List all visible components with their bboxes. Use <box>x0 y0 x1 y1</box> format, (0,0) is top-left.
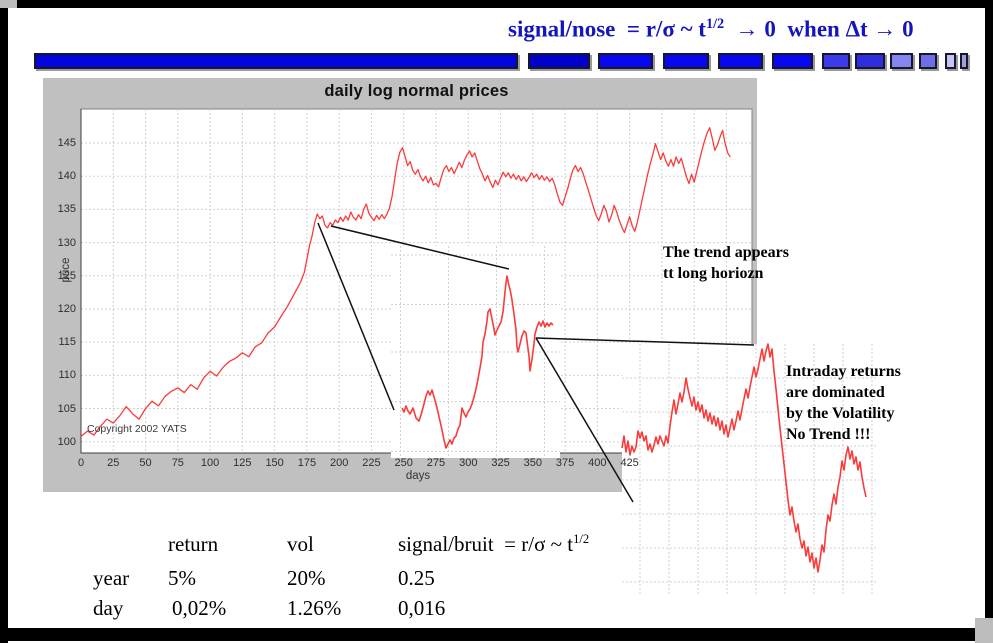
x-tick-label: 250 <box>394 457 413 469</box>
divider-bar <box>528 53 590 69</box>
x-tick-label: 325 <box>491 457 510 469</box>
x-tick-label: 425 <box>620 457 639 469</box>
y-tick-label: 125 <box>57 269 76 282</box>
divider-bar <box>822 53 850 69</box>
table-cell-vol: 1.26% <box>287 596 342 620</box>
y-tick-label: 110 <box>58 369 76 382</box>
frame-corner-topleft <box>0 0 17 8</box>
zoom-callout-line <box>535 337 634 503</box>
inset-medium-series <box>401 275 554 449</box>
y-tick-label: 105 <box>57 402 76 415</box>
x-tick-label: 125 <box>233 457 252 469</box>
frame-top <box>17 0 993 8</box>
table-header-return: return <box>168 532 219 556</box>
divider-bar <box>663 53 709 69</box>
zoom-callout-line <box>535 337 755 346</box>
main-price-series <box>80 127 731 437</box>
x-tick-label: 275 <box>426 457 446 469</box>
x-tick-label: 200 <box>329 457 349 469</box>
x-tick-label: 0 <box>77 457 85 469</box>
x-tick-label: 225 <box>362 457 381 469</box>
table-header-snr: signal/bruit = r/σ ~ t1/2 <box>398 532 589 557</box>
divider-bar <box>855 53 885 69</box>
divider-bar <box>34 53 518 69</box>
x-tick-label: 300 <box>459 457 478 469</box>
table-cell-snr: 0.25 <box>398 566 435 590</box>
y-tick-label: 100 <box>57 435 76 448</box>
zoom-callout-line <box>317 222 395 411</box>
divider-bar <box>598 53 653 69</box>
y-tick-label: 145 <box>57 136 76 149</box>
table-cell-return: 0,02% <box>172 596 227 620</box>
table-header-vol: vol <box>287 532 314 556</box>
frame-bottom <box>8 628 975 641</box>
y-tick-label: 140 <box>57 170 76 183</box>
y-tick-label: 130 <box>57 236 76 249</box>
x-tick-label: 100 <box>200 457 220 469</box>
x-tick-label: 75 <box>171 457 184 469</box>
y-tick-label: 135 <box>57 203 76 216</box>
x-tick-label: 350 <box>523 457 542 469</box>
x-tick-label: 50 <box>139 457 152 469</box>
x-axis-label: days <box>405 470 431 482</box>
divider-bar <box>772 53 813 69</box>
table-cell-snr: 0,016 <box>398 596 446 620</box>
divider-bar <box>718 53 763 69</box>
zoom-callout-line <box>330 225 510 270</box>
divider-bar <box>945 53 956 69</box>
table-row-label: day <box>93 596 124 620</box>
table-header-snr-sup: 1/2 <box>573 532 590 546</box>
divider-bar <box>890 53 913 69</box>
x-tick-label: 400 <box>588 457 607 469</box>
inset-intraday-series <box>621 343 867 573</box>
frame-right <box>985 8 993 618</box>
table-cell-return: 5% <box>168 566 196 590</box>
frame-corner-bottomright <box>975 618 993 643</box>
copyright-text: Copyright 2002 YATS <box>87 423 187 435</box>
slide-title-formula: signal/nose = r/σ ~ t1/2 → 0 when Δt → 0 <box>508 16 978 43</box>
x-tick-label: 375 <box>555 457 575 469</box>
annotation-trend: The trend appears tt long horiozn <box>663 244 789 282</box>
formula-part2: → 0 when Δt → 0 <box>724 16 914 42</box>
divider-bar <box>919 53 937 69</box>
annotation-intraday: Intraday returns are dominated by the Vo… <box>786 363 901 443</box>
formula-part1: signal/nose = r/σ ~ t <box>508 16 706 42</box>
frame-left <box>0 8 8 643</box>
y-tick-label: 115 <box>58 336 76 349</box>
x-tick-label: 150 <box>265 457 284 469</box>
table-header-snr-text: signal/bruit = r/σ ~ t <box>398 532 574 556</box>
table-row-label: year <box>93 566 130 590</box>
formula-superscript: 1/2 <box>705 16 725 32</box>
table-cell-vol: 20% <box>287 566 326 590</box>
x-tick-label: 25 <box>107 457 120 469</box>
divider-bar <box>960 53 968 69</box>
chart-title: daily log normal prices <box>324 82 509 100</box>
x-tick-label: 175 <box>297 457 317 469</box>
y-tick-label: 120 <box>57 302 76 315</box>
